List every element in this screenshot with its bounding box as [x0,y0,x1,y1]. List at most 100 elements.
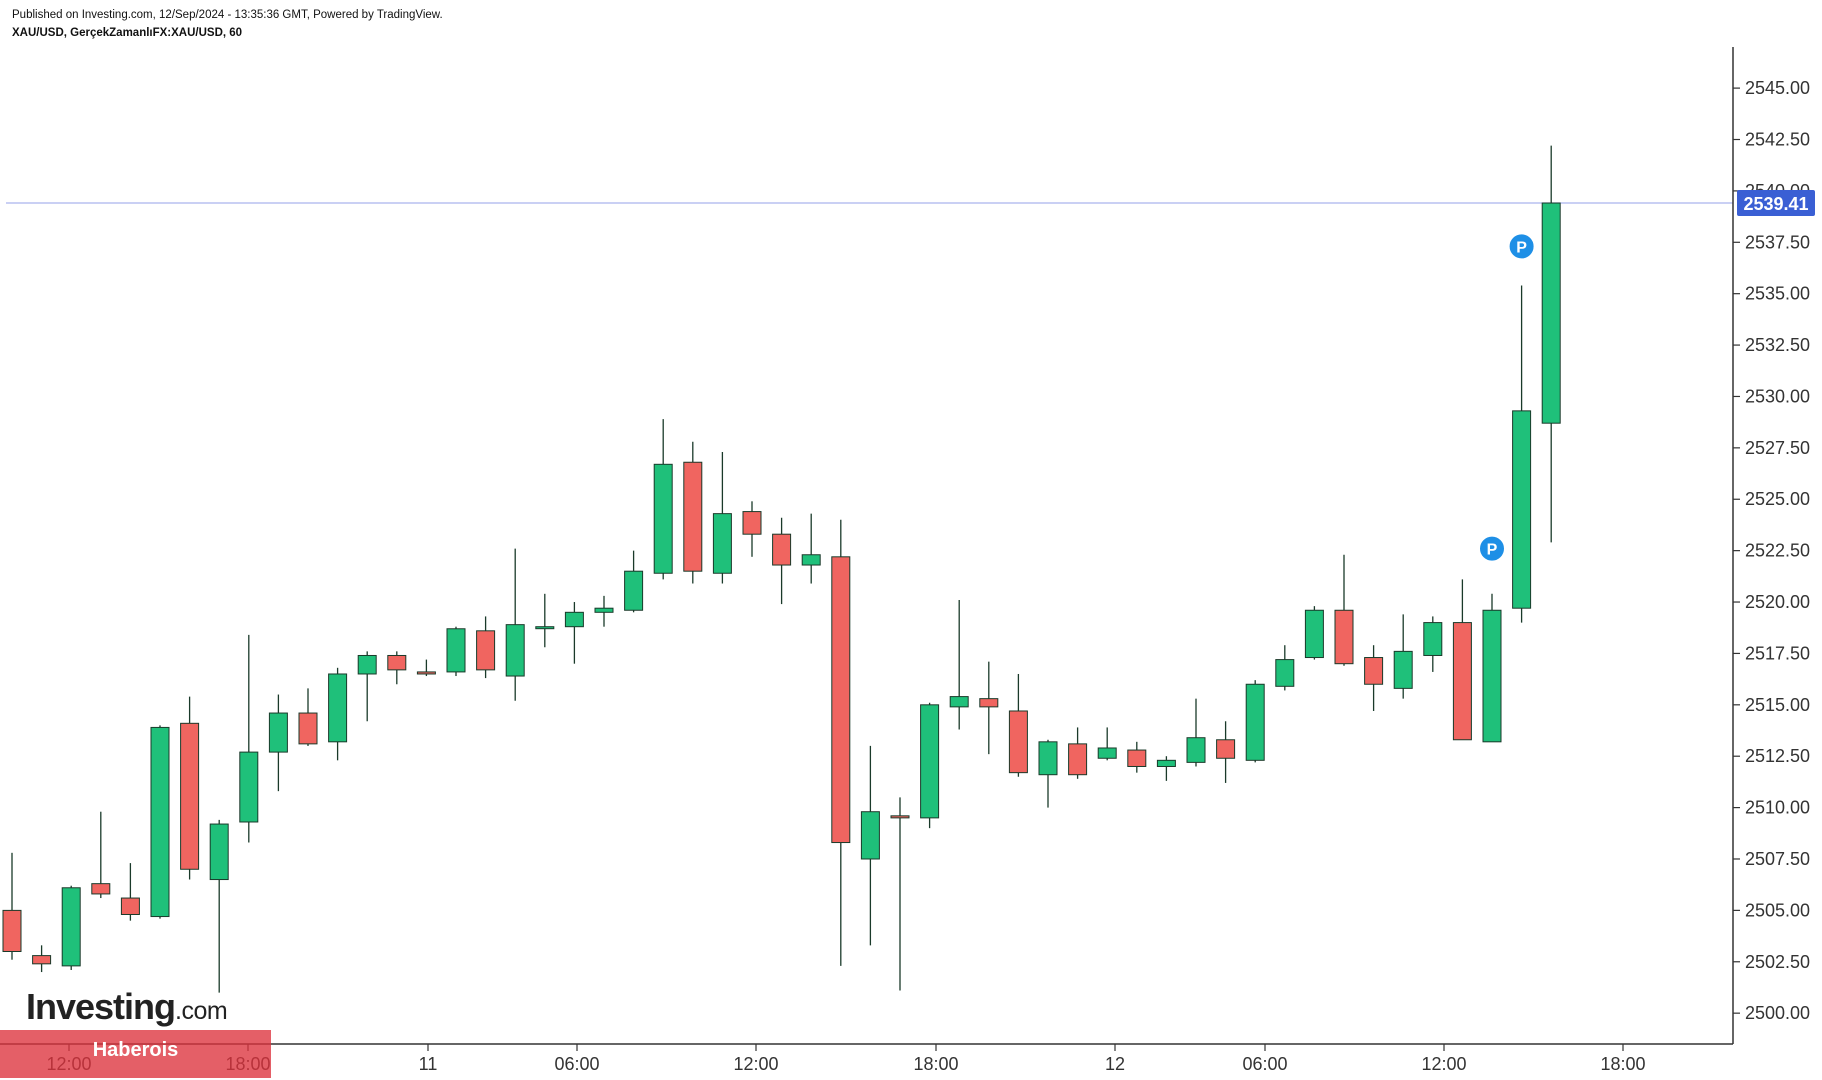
candle-body-up [653,463,673,574]
candle[interactable] [683,441,703,584]
candle-body-up [1038,741,1058,776]
candle-body-up [949,696,969,708]
marker-label: P [1487,542,1498,559]
candle-body-up [1482,609,1502,743]
candle[interactable] [1275,645,1295,691]
candle-body-down [1127,749,1147,767]
y-tick-label: 2510.00 [1745,798,1810,818]
candle-body-up [268,712,288,753]
candle-body-up [328,673,348,743]
candle[interactable] [1068,727,1088,779]
candle-body-down [1068,743,1088,776]
last-price-label: 2539.41 [1743,194,1808,214]
candle[interactable] [1216,721,1236,783]
candle[interactable] [1156,756,1176,781]
candle[interactable] [91,811,111,899]
candle[interactable] [949,599,969,730]
candle[interactable] [1452,579,1472,741]
candle[interactable] [564,602,584,664]
candle[interactable] [446,626,466,677]
candle[interactable] [239,634,259,843]
y-tick-label: 2502.50 [1745,952,1810,972]
event-marker[interactable]: P [1478,534,1506,563]
candle[interactable] [387,651,407,685]
candle-body-down [1334,609,1354,665]
candle-body-up [1245,683,1265,761]
candle[interactable] [772,517,792,605]
candle-body-up [209,823,229,881]
candle[interactable] [1097,727,1117,761]
price-axis: 2500.00 2502.50 2505.00 2507.50 2510.00 2512.… [1733,78,1810,1023]
logo-suffix-text: .com [175,997,228,1025]
y-tick-label: 2515.00 [1745,695,1810,715]
candle[interactable] [1245,680,1265,763]
candle[interactable] [712,451,732,584]
candle-body-down [772,533,792,566]
candle[interactable] [61,885,81,970]
candle-body-up [1097,747,1117,759]
last-price-tag [1737,190,1815,217]
candle[interactable] [1008,673,1028,777]
candle[interactable] [742,501,762,557]
candle[interactable] [594,595,614,627]
y-tick-label: 2527.50 [1745,438,1810,458]
candle[interactable] [268,694,288,792]
candle[interactable] [209,819,229,993]
y-tick-label: 2517.50 [1745,643,1810,663]
candle[interactable] [653,419,673,580]
candle[interactable] [328,667,348,761]
candle-body-down [1364,657,1384,685]
candle[interactable] [2,852,22,960]
candle[interactable] [476,616,496,679]
investing-logo: Investing.com [26,986,228,1028]
candle[interactable] [416,659,436,677]
candle[interactable] [979,661,999,755]
candle[interactable] [1393,614,1413,699]
symbol-info: XAU/USD, GerçekZamanlıFX:XAU/USD, 60 [12,27,243,39]
candle[interactable] [831,519,851,966]
marker-circle [1507,232,1536,261]
candle-body-up [624,570,644,611]
candle-body-down [416,671,436,675]
candle[interactable] [1423,616,1443,672]
candle[interactable] [1482,593,1502,743]
candle[interactable] [180,696,200,880]
candle[interactable] [920,702,940,829]
candle[interactable] [535,593,555,648]
candle[interactable] [357,651,377,722]
candle[interactable] [624,550,644,613]
event-marker[interactable]: P [1507,232,1536,261]
candle[interactable] [1541,145,1561,543]
candle[interactable] [1186,698,1206,767]
candle[interactable] [1334,554,1354,666]
candle[interactable] [1127,741,1147,773]
publish-info: Published on Investing.com, 12/Sep/2024 … [12,9,443,21]
candle-body-up [150,726,170,918]
candle[interactable] [1038,739,1058,808]
candle[interactable] [1364,645,1384,711]
candle[interactable] [120,863,140,921]
candle[interactable] [505,548,525,701]
x-tick-label: 06:00 [1242,1054,1287,1074]
candle[interactable] [32,945,52,973]
y-tick-label: 2522.50 [1745,541,1810,561]
candle[interactable] [298,688,318,746]
candle[interactable] [860,745,880,946]
candle[interactable] [150,725,170,919]
candle-body-up [505,624,525,677]
candle-body-up [1304,609,1324,659]
candle[interactable] [801,513,821,584]
time-axis: 12:0018:001106:0012:0018:001206:0012:001… [46,1044,1646,1074]
candle-body-up [860,811,880,860]
candle-body-up [61,887,81,967]
y-tick-label: 2525.00 [1745,489,1810,509]
markers-layer: PP [1478,232,1536,563]
chart-header: Published on Investing.com, 12/Sep/2024 … [12,7,443,43]
candle-body-down [831,556,851,844]
candle-body-up [1541,202,1561,424]
candle[interactable] [1512,285,1532,623]
candle[interactable] [890,797,910,991]
candle[interactable] [1304,606,1324,660]
candle-body-down [979,698,999,708]
